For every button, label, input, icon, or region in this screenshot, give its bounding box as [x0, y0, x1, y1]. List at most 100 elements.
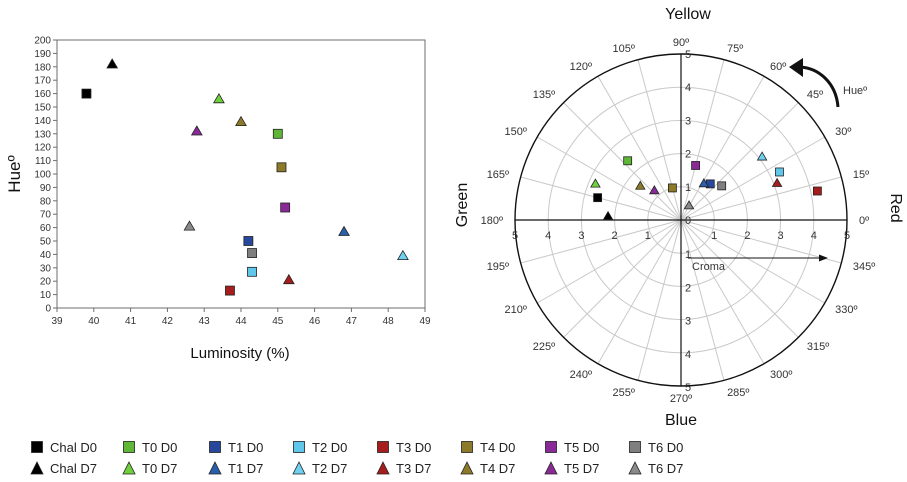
legend-item: T4 D7 [460, 459, 515, 477]
scatter-y-tick-label: 190 [34, 49, 51, 60]
scatter-point [247, 266, 257, 277]
polar-radial-tick-label: 0 [685, 215, 691, 227]
legend-item: T4 D0 [460, 438, 515, 456]
scatter-y-tick-label: 60 [40, 223, 52, 234]
square-marker-icon [209, 441, 221, 453]
polar-radial-tick-label: 1 [711, 230, 717, 242]
legend-item: T6 D7 [628, 459, 683, 477]
polar-angle-label: 45º [807, 89, 823, 101]
legend-label: T6 D7 [648, 460, 684, 476]
scatter-y-tick-label: 70 [40, 210, 52, 221]
polar-angle-label: 270º [670, 393, 692, 405]
scatter-point [276, 162, 287, 173]
legend-label: T2 D0 [312, 439, 348, 455]
scatter-x-tick-label: 41 [125, 316, 137, 327]
legend-item: T2 D0 [292, 438, 347, 456]
scatter-point [247, 248, 257, 258]
scatter-y-ticks: 0 10 20 30 40 50 60 70 80 90 100 110 120 130 140 150 160… [34, 36, 57, 315]
polar-radial-tick-label: 3 [778, 230, 784, 242]
direction-bottom-label: Blue [665, 412, 697, 429]
scatter-x-axis-title: Luminosity (%) [190, 345, 289, 362]
polar-radial-tick-label: 3 [685, 316, 691, 328]
scatter-y-tick-label: 150 [34, 103, 51, 114]
polar-spoke [597, 219, 682, 365]
polar-radial-tick-label: 5 [512, 230, 518, 242]
polar-radial-tick-label: 2 [612, 230, 618, 242]
scatter-x-tick-label: 49 [419, 316, 431, 327]
polar-angle-label: 15º [853, 169, 869, 181]
triangle-marker-icon [208, 461, 222, 475]
scatter-x-tick-label: 39 [51, 316, 63, 327]
scatter-plot-area [56, 39, 426, 309]
scatter-x-ticks: 39 40 41 42 43 44 45 46 47 48 49 [51, 308, 431, 327]
triangle-marker-icon [628, 461, 642, 475]
scatter-x-tick-label: 43 [199, 316, 211, 327]
square-marker-icon [545, 441, 557, 453]
triangle-marker-icon [292, 461, 306, 475]
polar-radial-tick-label: 1 [685, 182, 691, 194]
scatter-y-tick-label: 90 [40, 183, 52, 194]
scatter-y-tick-label: 140 [34, 116, 51, 127]
polar-radial-tick-label: 5 [685, 49, 691, 61]
legend-label: T5 D7 [564, 460, 600, 476]
polar-spoke [680, 59, 725, 221]
polar-point [771, 177, 783, 187]
scatter-chart: 39 40 41 42 43 44 45 46 47 48 49 0 10 20 30 40 50 60 70 80… [5, 36, 431, 363]
scatter-point [243, 236, 254, 246]
polar-grid [514, 53, 848, 387]
legend: Chal D0 Chal D7 T0 D0 T0 D7 T1 D0 T1 D7 T2 D0 T… [30, 438, 710, 478]
scatter-point [190, 125, 203, 136]
polar-point [775, 167, 784, 177]
polar-angle-label: 0º [859, 215, 869, 227]
polar-points [590, 151, 822, 220]
scatter-x-tick-label: 40 [88, 316, 100, 327]
hue-rotation-label: Hueº [843, 85, 867, 97]
scatter-x-tick-label: 47 [346, 316, 358, 327]
scatter-y-tick-label: 80 [40, 196, 52, 207]
polar-angle-label: 180º [481, 215, 503, 227]
scatter-point [338, 225, 350, 236]
polar-radial-tick-label: 5 [844, 230, 850, 242]
polar-radial-tick-label: 1 [645, 230, 651, 242]
polar-angle-label: 315º [807, 341, 829, 353]
triangle-marker-icon [376, 461, 390, 475]
scatter-x-tick-label: 42 [162, 316, 174, 327]
polar-angle-label: 225º [533, 341, 555, 353]
scatter-y-tick-label: 100 [34, 170, 51, 181]
scatter-point [235, 115, 247, 126]
polar-spoke [680, 219, 826, 304]
polar-radial-tick-label: 1 [685, 249, 691, 261]
croma-label: Croma [692, 261, 726, 273]
scatter-point [213, 93, 225, 104]
polar-radial-tick-label: 4 [685, 82, 691, 94]
polar-spoke [536, 219, 682, 304]
polar-radial-tick-label: 2 [685, 149, 691, 161]
legend-item: T5 D0 [544, 438, 599, 456]
legend-item: Chal D7 [30, 459, 97, 477]
scatter-y-tick-label: 200 [34, 36, 51, 47]
polar-point [593, 193, 603, 203]
triangle-marker-icon [30, 461, 44, 475]
scatter-point [106, 58, 119, 69]
legend-label: T4 D7 [480, 460, 516, 476]
scatter-y-tick-label: 160 [34, 89, 51, 100]
scatter-points [81, 58, 409, 296]
scatter-y-tick-label: 180 [34, 62, 51, 73]
polar-point [698, 178, 710, 188]
triangle-marker-icon [122, 461, 136, 475]
scatter-y-tick-label: 10 [40, 290, 52, 301]
polar-point [691, 161, 701, 170]
polar-angle-label: 75º [727, 43, 743, 55]
polar-spoke [520, 219, 682, 264]
polar-radial-labels: 1 1 1 1 2 2 2 2 3 3 3 3 4 4 4 4 5 5 5 5 0 [512, 49, 850, 394]
legend-item: T3 D7 [376, 459, 431, 477]
scatter-y-tick-label: 30 [40, 263, 52, 274]
legend-label: T0 D7 [142, 460, 178, 476]
scatter-point [272, 128, 283, 139]
direction-top-label: Yellow [665, 6, 711, 23]
legend-label: T0 D0 [142, 439, 178, 455]
legend-label: T1 D7 [228, 460, 264, 476]
legend-item: T0 D0 [122, 438, 177, 456]
polar-angle-label: 60º [770, 61, 786, 73]
